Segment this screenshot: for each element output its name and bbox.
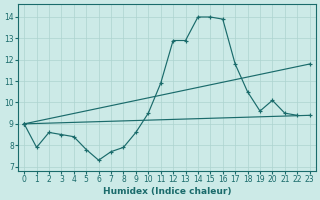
X-axis label: Humidex (Indice chaleur): Humidex (Indice chaleur) [103, 187, 231, 196]
